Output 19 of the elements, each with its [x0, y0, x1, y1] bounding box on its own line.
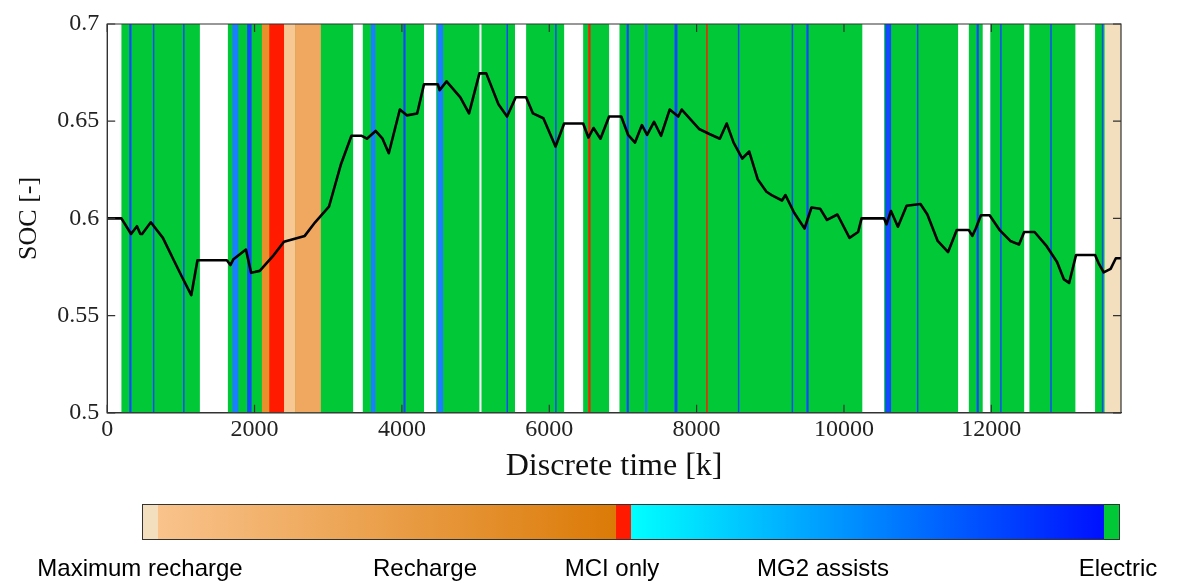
x-tick-label: 12000 — [961, 415, 1022, 442]
x-tick-label: 10000 — [813, 415, 874, 442]
text: Recharge — [372, 554, 478, 582]
x-axis-title: Discrete time [k] — [505, 446, 723, 483]
y-tick-label: 0.7 — [69, 9, 100, 36]
y-tick-label: 0.5 — [69, 398, 100, 425]
x-tick-label: 2000 — [230, 415, 279, 442]
text: Maximum recharge — [37, 554, 243, 582]
text: Electric — [1078, 554, 1158, 582]
text: MG2 assists — [756, 554, 890, 582]
text: MCI only — [564, 554, 660, 582]
y-tick-label: 0.65 — [57, 106, 100, 133]
y-tick-label: 0.55 — [57, 300, 100, 327]
y-tick-label: 0.6 — [69, 203, 100, 230]
x-tick-label: 0 — [101, 415, 114, 442]
x-tick-label: 6000 — [525, 415, 574, 442]
y-axis-title: SOC [-] — [13, 176, 43, 260]
x-tick-label: 8000 — [672, 415, 721, 442]
x-tick-label: 4000 — [377, 415, 426, 442]
